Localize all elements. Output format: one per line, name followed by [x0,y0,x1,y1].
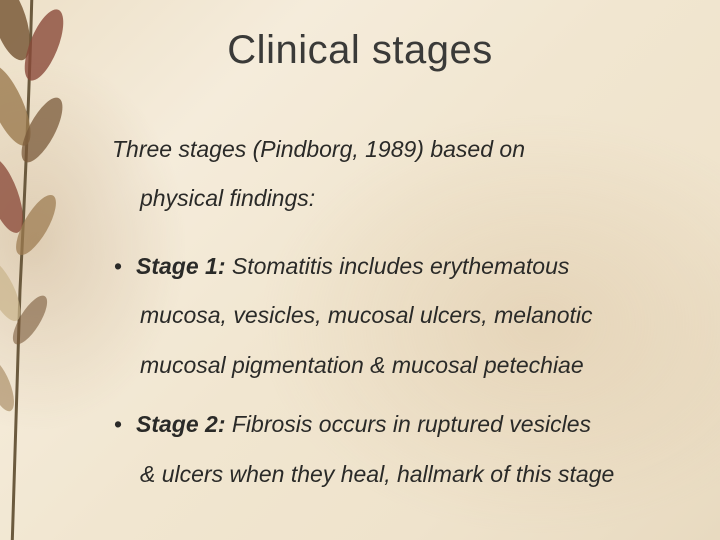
intro-line-1: Three stages (Pindborg, 1989) based on [112,136,525,162]
stage-2-cont1: & ulcers when they heal, hallmark of thi… [136,450,672,499]
stage-2-label: Stage 2: [136,411,225,437]
intro-line-2: physical findings: [112,174,672,223]
stage-1-cont2: mucosal pigmentation & mucosal petechiae [136,341,672,390]
stage-item-1: Stage 1: Stomatitis includes erythematou… [112,242,672,390]
slide-title: Clinical stages [48,28,672,73]
stage-2-text: Fibrosis occurs in ruptured vesicles [225,411,591,437]
stage-item-2: Stage 2: Fibrosis occurs in ruptured ves… [112,400,672,499]
intro-text: Three stages (Pindborg, 1989) based on p… [112,125,672,224]
stage-1-text: Stomatitis includes erythematous [225,253,569,279]
stage-1-label: Stage 1: [136,253,225,279]
slide-content: Clinical stages Three stages (Pindborg, … [0,0,720,540]
stage-list: Stage 1: Stomatitis includes erythematou… [112,242,672,499]
stage-1-cont1: mucosa, vesicles, mucosal ulcers, melano… [136,291,672,340]
